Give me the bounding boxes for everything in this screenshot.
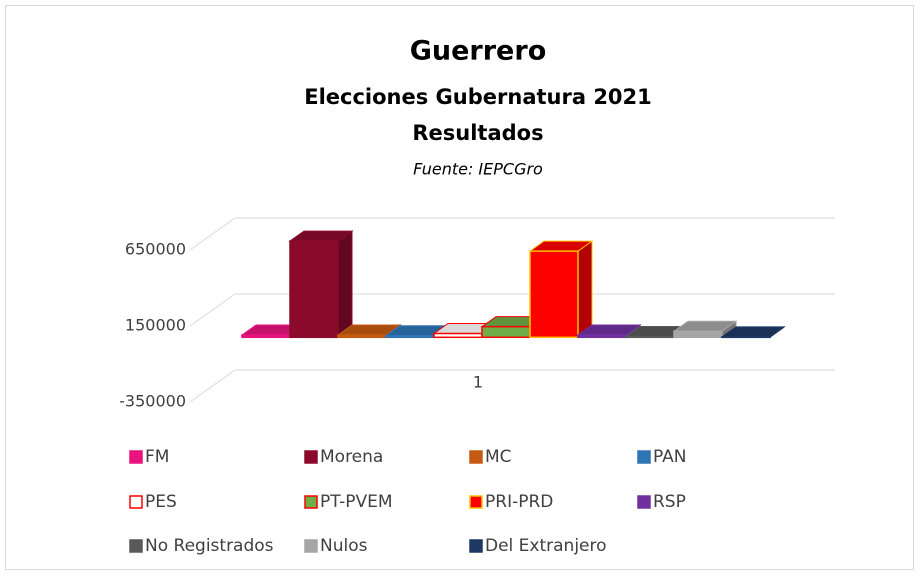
legend-swatch — [637, 495, 651, 509]
bar-face — [673, 330, 723, 339]
chart-border — [5, 5, 914, 570]
legend-label: Nulos — [320, 536, 368, 556]
legend-label: PRI-PRD — [485, 492, 553, 512]
bar — [528, 240, 594, 339]
legend-label: MC — [485, 447, 512, 467]
legend-swatch — [129, 495, 143, 509]
bar-face — [529, 250, 579, 339]
legend-label: No Registrados — [145, 536, 274, 556]
legend-swatch — [469, 450, 483, 464]
legend-label: Del Extranjero — [485, 536, 607, 556]
legend-label: PAN — [653, 447, 687, 467]
legend-swatch — [304, 539, 318, 553]
bar-face — [289, 240, 339, 339]
chart-source: Fuente: IEPCGro — [413, 160, 543, 179]
legend-label: RSP — [653, 492, 686, 512]
grid-line — [189, 293, 835, 327]
legend-label: PES — [145, 492, 177, 512]
bar-face — [433, 332, 483, 339]
legend-swatch — [469, 539, 483, 553]
legend-label: FM — [145, 447, 169, 467]
bar — [672, 320, 738, 339]
bar — [720, 325, 786, 339]
y-tick-label: -350000 — [119, 392, 186, 411]
legend-label: PT-PVEM — [320, 492, 393, 512]
bar-face — [577, 240, 593, 339]
bar-face — [241, 334, 291, 339]
grid-line — [189, 217, 835, 251]
y-tick-label: 150000 — [125, 316, 186, 335]
legend-swatch — [304, 495, 318, 509]
legend-swatch — [469, 495, 483, 509]
legend-swatch — [129, 450, 143, 464]
bar-face — [481, 325, 531, 339]
x-tick-label: 1 — [473, 373, 483, 392]
chart-title: Guerrero — [410, 36, 547, 67]
legend-swatch — [637, 450, 651, 464]
bar-face — [721, 336, 771, 339]
legend-swatch — [129, 539, 143, 553]
bar-face — [385, 335, 435, 339]
bar-face — [577, 334, 627, 339]
bar — [288, 230, 354, 339]
chart-subtitle: Elecciones Gubernatura 2021 — [304, 85, 652, 109]
legend-label: Morena — [320, 447, 383, 467]
y-tick-label: 650000 — [125, 240, 186, 259]
bar-face — [337, 230, 353, 339]
chart-subtitle: Resultados — [412, 121, 543, 145]
bar-face — [337, 334, 387, 339]
bar-face — [625, 335, 675, 339]
grid-line — [189, 369, 835, 403]
legend-swatch — [304, 450, 318, 464]
